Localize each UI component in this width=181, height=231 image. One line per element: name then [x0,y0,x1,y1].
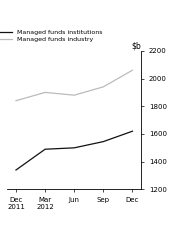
Text: $b: $b [131,41,141,50]
Legend: Managed funds institutions, Managed funds industry: Managed funds institutions, Managed fund… [0,29,103,43]
